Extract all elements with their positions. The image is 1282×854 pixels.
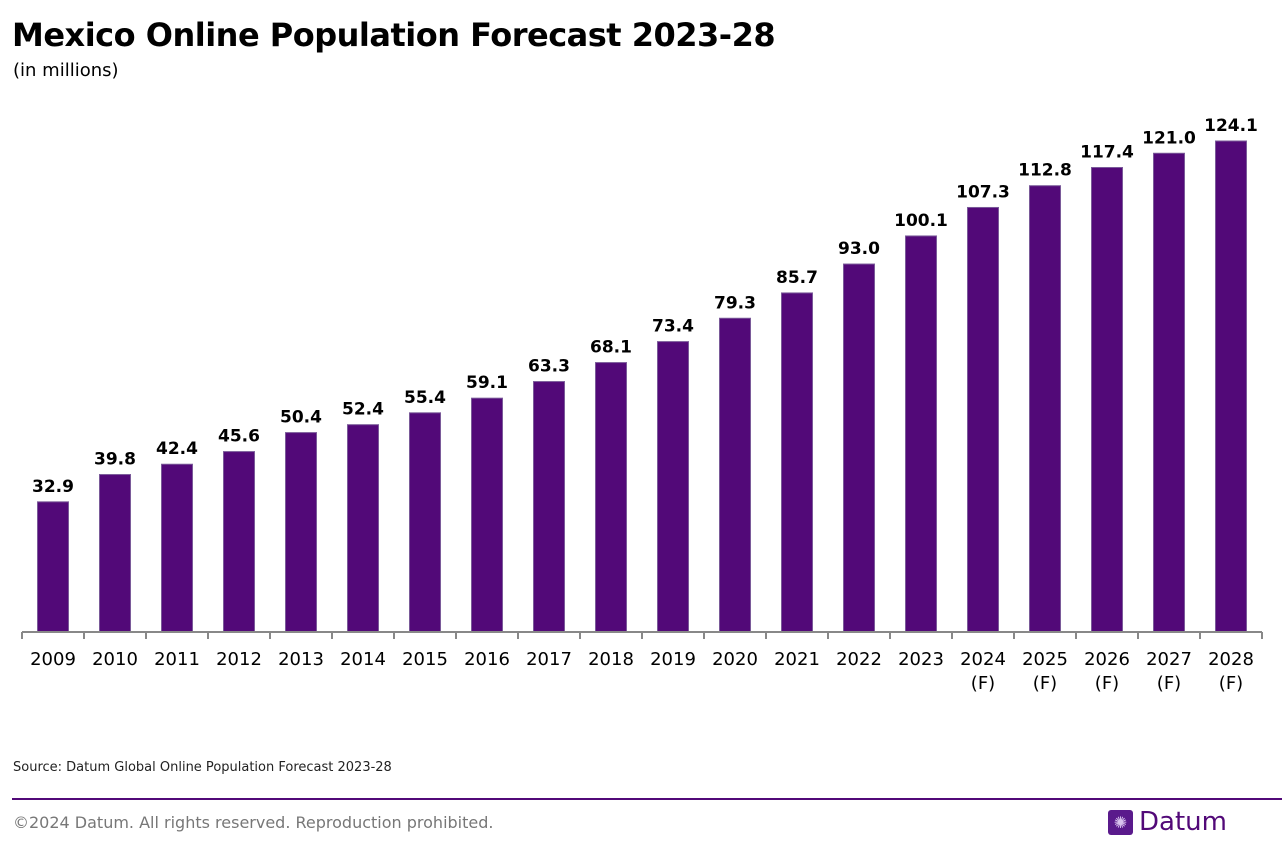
data-label: 39.8 [94,450,136,470]
data-label: 73.4 [652,317,694,337]
data-label: 50.4 [280,408,322,428]
x-tick-label: 2028 (F) [1208,649,1254,694]
chart-subtitle: (in millions) [13,60,119,81]
bar [719,317,751,633]
data-label: 79.3 [714,293,756,313]
bar [595,362,627,633]
x-tick-label: 2026 (F) [1084,649,1130,694]
copyright-text: ©2024 Datum. All rights reserved. Reprod… [13,813,494,832]
data-label: 42.4 [156,439,198,459]
bar [533,381,565,633]
data-label: 63.3 [528,357,570,377]
datum-logo: ✺ Datum [1108,807,1227,837]
x-tick-label: 2010 [92,649,138,670]
bar [967,206,999,633]
x-tick-label: 2023 [898,649,944,670]
x-tick-label: 2020 [712,649,758,670]
x-tick-label: 2016 [464,649,510,670]
x-tick-label: 2019 [650,649,696,670]
bar [347,424,379,633]
bar [471,397,503,633]
x-tick-label: 2027 (F) [1146,649,1192,694]
data-label: 52.4 [342,400,384,420]
bar [1091,167,1123,633]
chart-title: Mexico Online Population Forecast 2023-2… [12,16,776,54]
bar [1153,152,1185,633]
x-tick-label: 2015 [402,649,448,670]
x-tick-label: 2014 [340,649,386,670]
data-label: 112.8 [1018,161,1072,181]
bar [161,463,193,633]
x-tick-label: 2024 (F) [960,649,1006,694]
x-tick-label: 2012 [216,649,262,670]
x-tick-label: 2022 [836,649,882,670]
bar [409,412,441,633]
footer-divider [12,798,1282,800]
data-label: 45.6 [218,427,260,447]
bar [905,235,937,633]
bar-chart: 32.9 2009 39.8 2010 42.4 2011 45.6 2012 50.4 2013… [21,116,1263,694]
x-tick-label: 2017 [526,649,572,670]
bar [223,451,255,633]
source-note: Source: Datum Global Online Population F… [13,760,392,775]
bar [1215,140,1247,633]
x-tick-label: 2018 [588,649,634,670]
data-label: 93.0 [838,239,880,259]
x-tick-label: 2009 [30,649,76,670]
bar [657,341,689,633]
bar [99,474,131,633]
data-label: 68.1 [590,338,632,358]
logo-icon: ✺ [1108,809,1133,835]
bar [285,432,317,633]
bar [1029,185,1061,633]
x-tick-label: 2025 (F) [1022,649,1068,694]
logo-text: Datum [1139,807,1227,837]
data-label: 117.4 [1080,143,1134,163]
data-label: 124.1 [1204,116,1258,136]
data-label: 107.3 [956,182,1010,202]
data-label: 100.1 [894,211,948,231]
data-label: 59.1 [466,373,508,393]
data-label: 85.7 [776,268,818,288]
data-label: 121.0 [1142,128,1196,148]
data-label: 55.4 [404,388,446,408]
bar [37,501,69,633]
bar [781,292,813,633]
x-tick-label: 2011 [154,649,200,670]
data-label: 32.9 [32,477,74,497]
x-tick-label: 2013 [278,649,324,670]
x-tick-label: 2021 [774,649,820,670]
bar [843,263,875,633]
